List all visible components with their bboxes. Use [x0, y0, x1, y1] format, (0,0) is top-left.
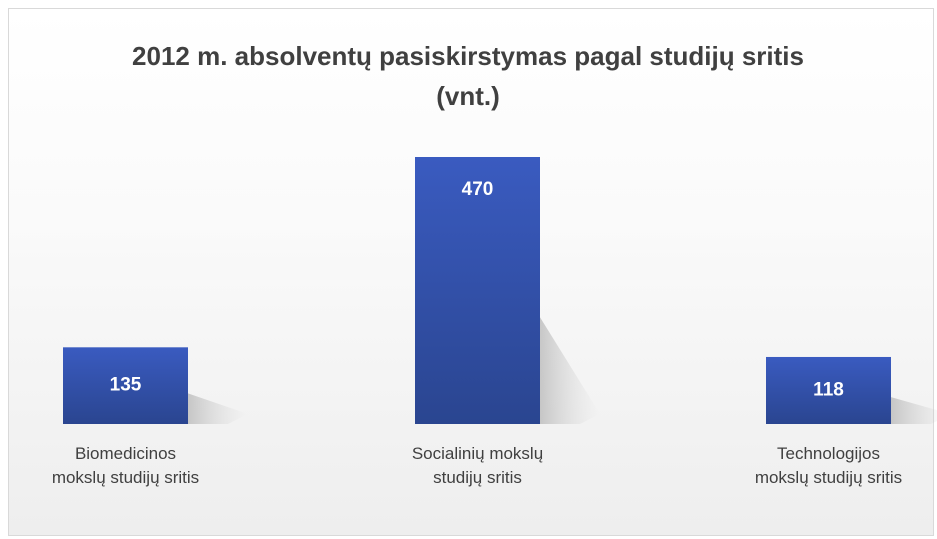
- bar: [63, 347, 188, 424]
- bar: [415, 157, 540, 424]
- x-tick-label: Technologijos mokslų studijų sritis: [754, 444, 903, 487]
- x-tick-label: Biomedicinos mokslų studijų sritis: [51, 444, 200, 487]
- bar-shadow: [540, 317, 600, 424]
- data-label: 135: [110, 375, 142, 396]
- bar: [766, 356, 891, 424]
- chart-title: 2012 m. absolventų pasiskirstymas pagal …: [132, 41, 804, 111]
- data-label: 118: [813, 379, 844, 400]
- x-tick-label: Socialinių mokslų studijų sritis: [411, 444, 544, 487]
- data-label: 470: [462, 179, 494, 200]
- bar-shadow: [891, 397, 937, 424]
- bar-shadow: [188, 393, 248, 424]
